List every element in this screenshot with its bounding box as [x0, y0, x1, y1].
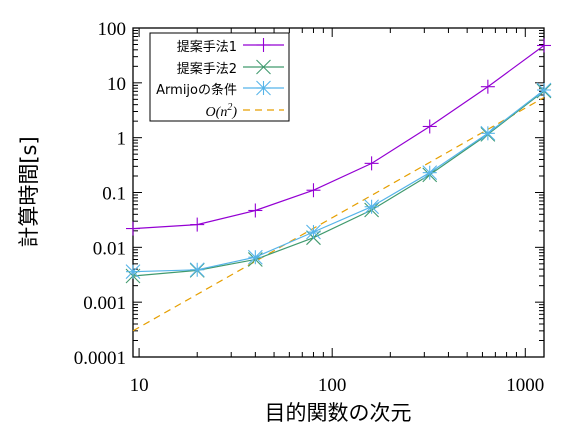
legend-marker-series-2-d2	[256, 59, 271, 75]
legend-marker-series-3	[256, 80, 271, 96]
series-1-point	[537, 38, 551, 53]
x-tick-label: 100	[318, 375, 347, 396]
series-3-point-d2	[422, 165, 438, 181]
series-3-point	[536, 82, 552, 98]
legend-label-series-3: Armijoの条件	[156, 82, 237, 98]
series-3-point-d2	[364, 199, 379, 215]
series-layer	[125, 38, 552, 332]
y-tick-label: 10	[107, 74, 126, 95]
series-1-point	[364, 156, 379, 171]
legend-math-exp: 2	[227, 102, 232, 113]
series-3-point	[189, 262, 205, 278]
x-tick-labels: 10 100 1000	[130, 375, 545, 396]
legend-math-o: O(	[206, 105, 222, 120]
legend-label-series-1: 提案手法1	[177, 39, 237, 55]
series-3-point	[422, 165, 438, 181]
series-4-line	[132, 96, 545, 332]
y-tick-labels: 0.0001 0.001 0.01 0.1 1 10 100	[74, 19, 126, 369]
legend-marker-series-2	[256, 59, 271, 75]
series-3-point-d2	[125, 264, 141, 280]
series-3-point	[364, 199, 379, 215]
x-axis-label: 目的関数の次元	[265, 401, 412, 425]
legend-box	[149, 32, 290, 122]
series-1-point	[306, 183, 321, 198]
y-tick-label: 0.0001	[74, 348, 126, 369]
legend-label-series-4: O(n2)	[206, 102, 238, 120]
series-3-line	[132, 89, 545, 273]
axis-ticks	[133, 27, 544, 358]
series-3-point	[480, 125, 496, 141]
y-tick-label: 0.001	[83, 293, 126, 314]
series-3-point-d2	[306, 224, 321, 240]
y-tick-label: 1	[117, 129, 127, 150]
legend-label-series-2: 提案手法2	[177, 61, 237, 77]
series-3-point-d2	[480, 125, 496, 141]
series-3-point	[125, 264, 141, 280]
series-1-line	[132, 45, 545, 230]
legend-marker-series-1	[256, 38, 271, 52]
y-tick-label: 0.1	[102, 184, 126, 205]
legend-samples	[243, 38, 284, 111]
series-2-line	[132, 90, 545, 277]
series-1-point	[190, 217, 205, 232]
series-1-point	[422, 119, 437, 134]
series-3-point-d2	[247, 249, 263, 265]
y-tick-label: 0.01	[93, 238, 126, 259]
series-1-point	[480, 79, 495, 94]
x-tick-label: 1000	[506, 375, 544, 396]
series-1-point	[248, 203, 263, 218]
series-3-point-d2	[536, 82, 552, 98]
y-axis-label: 計算時間[s]	[17, 136, 41, 247]
series-3-point	[306, 224, 321, 240]
legend: 提案手法1 提案手法2 Armijoの条件 O(n2)	[149, 32, 290, 122]
y-tick-label: 100	[98, 19, 127, 40]
legend-math-close: )	[231, 105, 237, 120]
series-1-point	[126, 221, 140, 236]
x-tick-label: 10	[130, 375, 149, 396]
series-3-point-d2	[189, 262, 205, 278]
series-3-point	[247, 249, 263, 265]
legend-marker-series-3-d2	[256, 80, 271, 96]
legend-math-n: n	[220, 105, 227, 120]
